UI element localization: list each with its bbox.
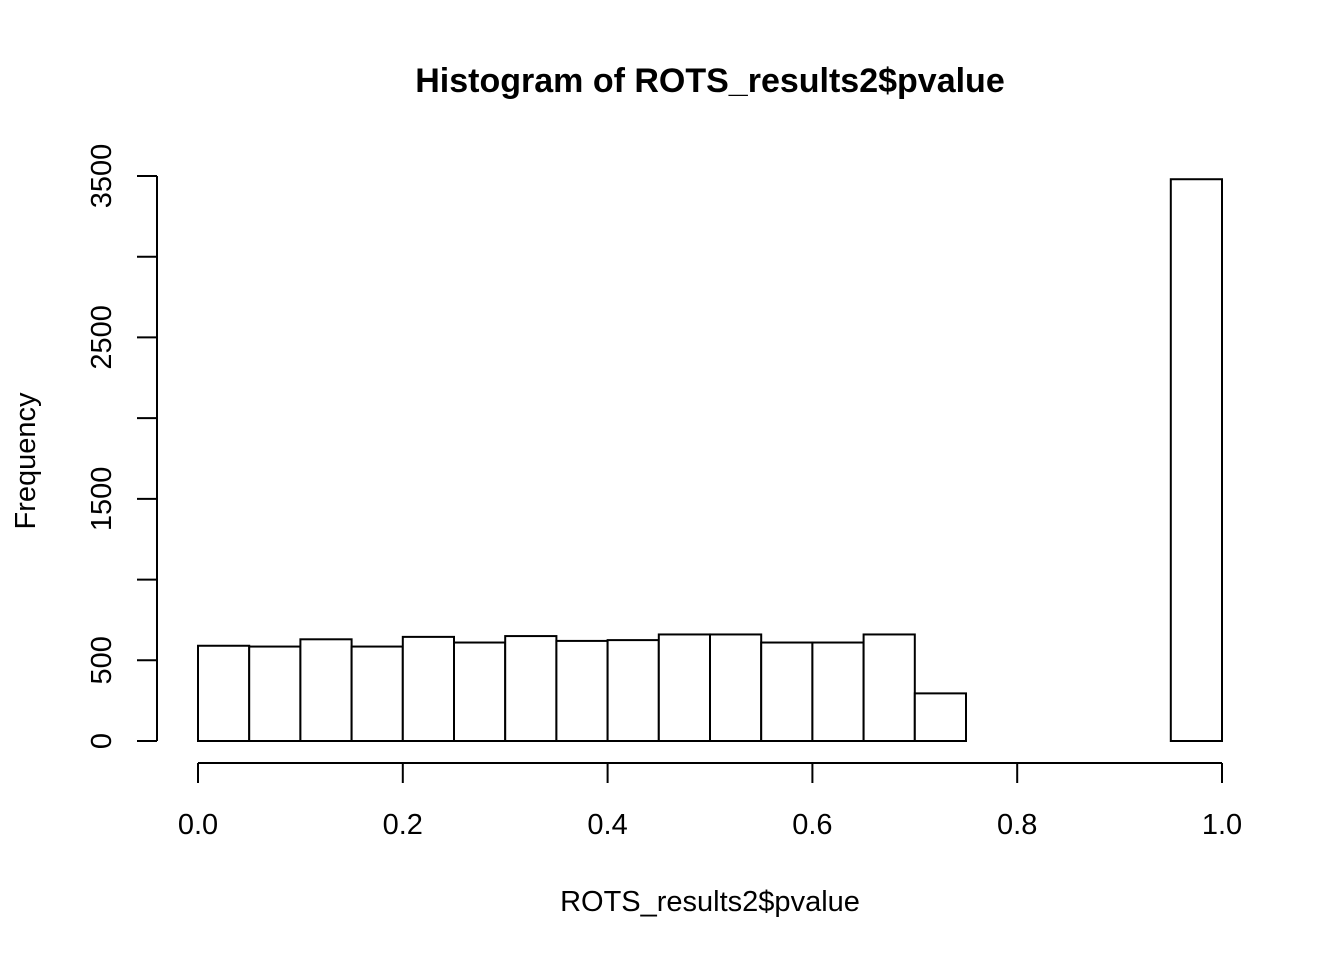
histogram-bar-7 [555, 639, 609, 743]
x-tick-label-5: 1.0 [1202, 809, 1242, 841]
y-tick-label-3: 1500 [86, 467, 118, 532]
y-axis: 0 500 1500 2500 3500 [86, 144, 158, 749]
histogram-bar-13 [862, 633, 916, 743]
bars-group [197, 178, 1224, 743]
chart-title: Histogram of ROTS_results2$pvalue [415, 62, 1005, 100]
x-tick-label-1: 0.2 [383, 809, 423, 841]
histogram-bar-14 [913, 692, 967, 743]
x-axis: 0.0 0.2 0.4 0.6 0.8 1.0 [178, 762, 1242, 841]
histogram-bar-10 [709, 633, 763, 743]
histogram-bar-3 [350, 645, 404, 742]
histogram-bar-4 [401, 635, 455, 743]
x-tick-label-4: 0.8 [997, 809, 1037, 841]
histogram-bar-19 [1169, 178, 1224, 742]
histogram-bar-0 [197, 644, 251, 742]
y-tick-label-0: 0 [86, 733, 118, 749]
y-tick-label-1: 500 [86, 636, 118, 684]
histogram-bar-2 [299, 638, 353, 742]
histogram-bar-8 [606, 639, 660, 742]
x-axis-label: ROTS_results2$pvalue [560, 886, 860, 918]
histogram-bar-9 [657, 633, 711, 743]
histogram-bar-11 [760, 641, 814, 742]
y-axis-label: Frequency [10, 392, 42, 530]
x-tick-label-3: 0.6 [792, 809, 832, 841]
y-tick-label-7: 3500 [86, 144, 118, 209]
x-tick-label-0: 0.0 [178, 809, 218, 841]
histogram-bar-5 [453, 641, 507, 742]
histogram-bar-6 [504, 635, 558, 742]
histogram-bar-1 [248, 645, 302, 742]
x-tick-label-2: 0.4 [587, 809, 627, 841]
y-tick-label-5: 2500 [86, 305, 118, 370]
histogram-bar-12 [811, 641, 865, 742]
